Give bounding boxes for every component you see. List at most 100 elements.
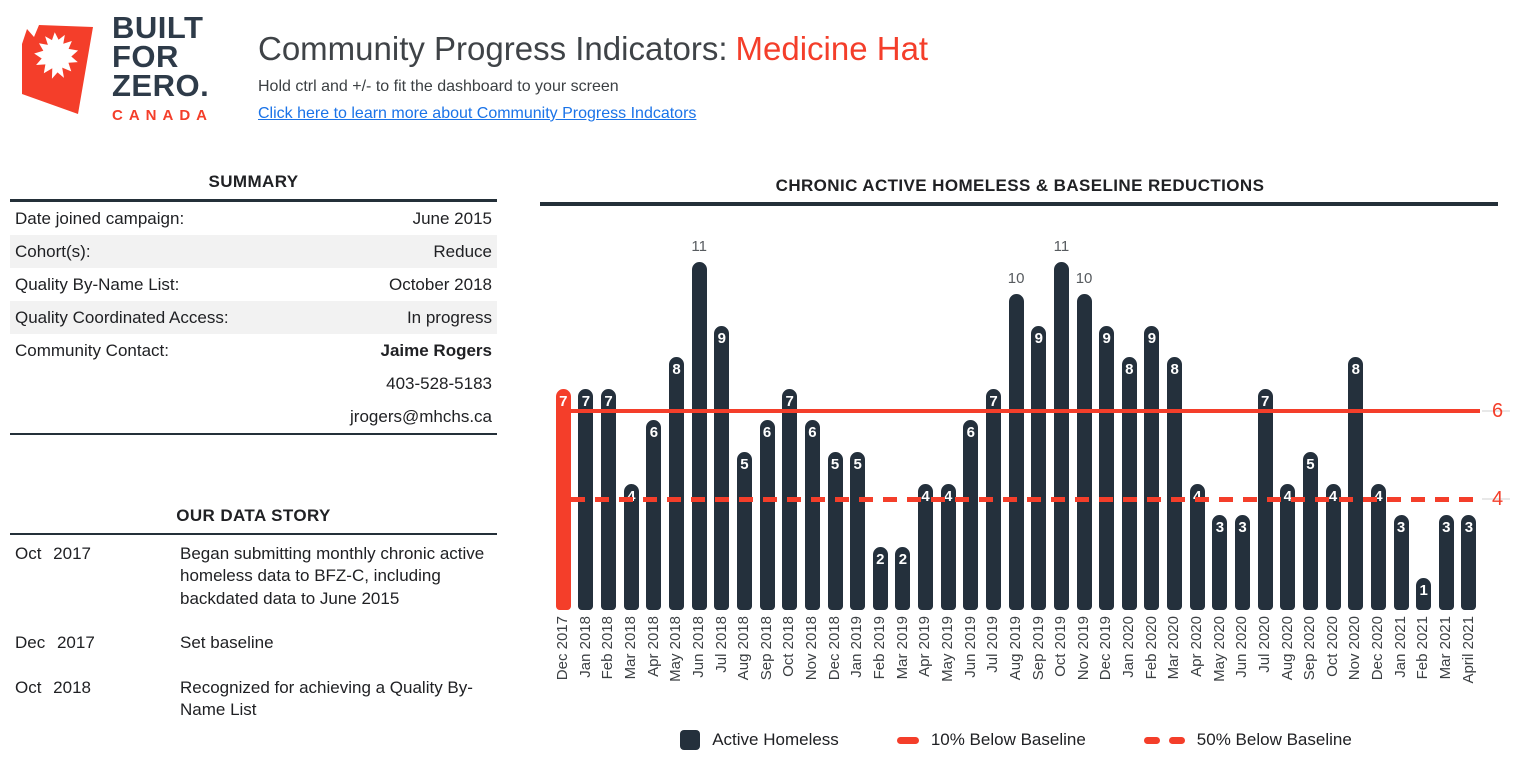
x-axis-tick: Feb 2021 bbox=[1412, 616, 1435, 679]
active-homeless-bar[interactable] bbox=[1076, 294, 1092, 610]
active-homeless-bar[interactable]: 3 bbox=[1212, 515, 1228, 610]
ref-line-dashed bbox=[571, 496, 1480, 502]
summary-row-value: In progress bbox=[406, 307, 492, 327]
bar-value-label: 3 bbox=[1238, 519, 1247, 537]
summary-row-value: Jaime Rogers bbox=[380, 340, 493, 360]
x-axis-label: Apr 2020 bbox=[1188, 616, 1205, 677]
bar-column: 4 bbox=[1322, 224, 1345, 610]
active-homeless-bar[interactable]: 9 bbox=[1031, 325, 1047, 610]
learn-more-link[interactable]: Click here to learn more about Community… bbox=[258, 105, 697, 122]
bar-value-label: 8 bbox=[1125, 361, 1134, 379]
active-homeless-bar[interactable]: 3 bbox=[1393, 515, 1409, 610]
x-axis-tick: Aug 2018 bbox=[733, 616, 756, 680]
x-axis-tick: Jun 2020 bbox=[1231, 616, 1254, 678]
bar-value-label: 11 bbox=[691, 238, 707, 256]
bar-value-label: 9 bbox=[1147, 329, 1157, 347]
active-homeless-bar[interactable]: 4 bbox=[1189, 483, 1205, 610]
ref-line-solid bbox=[571, 408, 1480, 413]
x-axis-tick: Oct 2019 bbox=[1050, 616, 1073, 677]
active-homeless-bar[interactable]: 2 bbox=[895, 546, 911, 610]
active-homeless-bar[interactable] bbox=[1053, 262, 1069, 610]
bar-column: 5 bbox=[1299, 224, 1322, 610]
x-axis-tick: Aug 2020 bbox=[1277, 616, 1300, 680]
x-axis-tick: Feb 2019 bbox=[869, 616, 892, 679]
x-axis-tick: Jan 2019 bbox=[846, 616, 869, 678]
x-axis-tick: Oct 2020 bbox=[1322, 616, 1345, 677]
x-axis-label: Jan 2018 bbox=[576, 616, 594, 678]
x-axis-label: Jun 2018 bbox=[689, 616, 707, 678]
bar-column: 8 bbox=[1344, 224, 1367, 610]
x-axis-label: Sep 2020 bbox=[1301, 616, 1319, 681]
bar-value-label: 5 bbox=[853, 456, 862, 473]
x-axis-label: Aug 2020 bbox=[1278, 616, 1296, 681]
x-axis-tick: Jun 2018 bbox=[688, 616, 711, 678]
story-entry: Oct 2017 Began submitting monthly chronic… bbox=[10, 543, 497, 610]
x-axis-tick: Aug 2019 bbox=[1005, 616, 1028, 680]
active-homeless-bar[interactable]: 6 bbox=[804, 420, 820, 610]
active-homeless-bar[interactable]: 4 bbox=[1325, 483, 1341, 610]
bar-column: 11 bbox=[1050, 224, 1073, 610]
bar-column: 10 bbox=[1073, 224, 1096, 610]
bar-value-label: 8 bbox=[1170, 361, 1179, 379]
bar-column: 4 bbox=[1367, 224, 1390, 610]
active-homeless-bar[interactable]: 8 bbox=[1121, 357, 1137, 610]
x-axis-label: Jun 2020 bbox=[1233, 616, 1251, 678]
active-homeless-bar[interactable]: 4 bbox=[1280, 483, 1296, 610]
active-homeless-bar[interactable]: 9 bbox=[1099, 325, 1115, 610]
active-homeless-bar[interactable]: 4 bbox=[623, 483, 639, 610]
active-homeless-bar[interactable]: 4 bbox=[940, 483, 956, 610]
header-titles: Community Progress Indicators: Medicine H… bbox=[258, 30, 928, 123]
active-homeless-bar[interactable]: 4 bbox=[918, 483, 934, 610]
story-date: Dec 2017 bbox=[15, 633, 95, 653]
bar-value-label: 9 bbox=[1034, 329, 1043, 347]
bar-column: 3 bbox=[1458, 224, 1481, 610]
active-homeless-bar[interactable]: 5 bbox=[827, 452, 843, 610]
x-axis-tick: Nov 2019 bbox=[1073, 616, 1096, 680]
x-axis-label: Dec 2019 bbox=[1097, 616, 1115, 681]
ref-line-connector bbox=[1482, 498, 1510, 501]
x-axis-tick: Jan 2020 bbox=[1118, 616, 1141, 678]
active-homeless-bar[interactable]: 8 bbox=[1167, 357, 1183, 610]
active-homeless-bar[interactable]: 1 bbox=[1416, 578, 1432, 610]
bar-value-label: 2 bbox=[898, 550, 908, 568]
bar-value-label: 6 bbox=[808, 424, 817, 442]
bar-column: 4 bbox=[914, 224, 937, 610]
bar-column: 8 bbox=[1163, 224, 1186, 610]
summary-row-label: Community Contact: bbox=[15, 340, 169, 360]
chart-section: CHRONIC ACTIVE HOMELESS & BASELINE REDUC… bbox=[540, 176, 1510, 750]
active-homeless-bar[interactable]: 5 bbox=[1302, 452, 1318, 610]
active-homeless-bar[interactable]: 9 bbox=[714, 325, 730, 610]
active-homeless-bar[interactable]: 8 bbox=[1348, 357, 1364, 610]
active-homeless-bar[interactable]: 6 bbox=[646, 420, 662, 610]
x-axis-label: Feb 2020 bbox=[1142, 616, 1160, 680]
bar-value-label: 6 bbox=[649, 424, 659, 442]
legend-label: 50% Below Baseline bbox=[1196, 730, 1352, 749]
active-homeless-bar[interactable]: 6 bbox=[759, 420, 775, 610]
bar-value-label: 8 bbox=[672, 361, 681, 379]
data-story-section: OUR DATA STORY Oct 2017 Began submitting … bbox=[10, 506, 497, 722]
active-homeless-bar[interactable]: 5 bbox=[850, 452, 866, 610]
active-homeless-bar[interactable]: 3 bbox=[1235, 515, 1251, 610]
active-homeless-bar[interactable]: 4 bbox=[1370, 483, 1386, 610]
bar-value-label: 7 bbox=[604, 392, 613, 410]
active-homeless-bar[interactable] bbox=[1008, 294, 1024, 610]
x-axis-label: Nov 2018 bbox=[803, 616, 821, 681]
x-axis-tick: Dec 2018 bbox=[824, 616, 847, 680]
baseline-bar[interactable]: 7 bbox=[555, 388, 571, 610]
active-homeless-bar[interactable]: 3 bbox=[1438, 515, 1454, 610]
active-homeless-bar[interactable]: 9 bbox=[1144, 325, 1160, 610]
x-axis-tick: Jan 2018 bbox=[575, 616, 598, 678]
active-homeless-bar[interactable]: 6 bbox=[963, 420, 979, 610]
active-homeless-bar[interactable]: 5 bbox=[736, 452, 752, 610]
bar-value-label: 11 bbox=[1053, 238, 1070, 256]
active-homeless-bar[interactable] bbox=[691, 262, 707, 610]
active-homeless-bar[interactable]: 8 bbox=[669, 357, 685, 610]
active-homeless-bar[interactable]: 3 bbox=[1461, 515, 1477, 610]
x-axis-tick: Mar 2021 bbox=[1435, 616, 1458, 679]
ref-line-connector bbox=[1482, 409, 1510, 412]
legend-label: 10% Below Baseline bbox=[930, 730, 1086, 749]
active-homeless-bar[interactable]: 2 bbox=[872, 546, 888, 610]
chart-title-divider bbox=[540, 202, 1498, 206]
bar-column: 5 bbox=[846, 224, 869, 610]
bar-column: 8 bbox=[665, 224, 688, 610]
